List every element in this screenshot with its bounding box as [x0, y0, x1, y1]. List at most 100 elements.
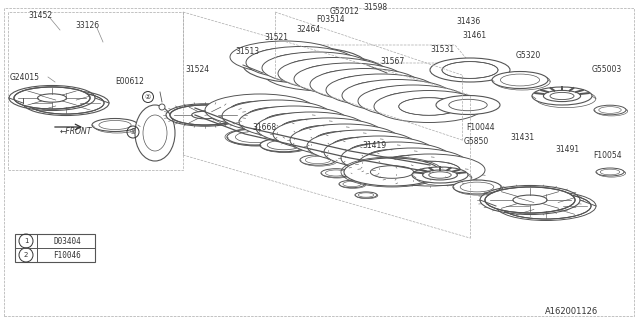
Ellipse shape: [290, 124, 400, 156]
Ellipse shape: [356, 192, 378, 199]
Ellipse shape: [170, 105, 240, 125]
Ellipse shape: [281, 119, 341, 137]
Ellipse shape: [92, 118, 138, 132]
Ellipse shape: [255, 48, 316, 66]
Ellipse shape: [239, 106, 349, 138]
Ellipse shape: [94, 120, 140, 133]
Ellipse shape: [298, 125, 358, 143]
Ellipse shape: [205, 94, 315, 126]
Ellipse shape: [349, 143, 409, 161]
Ellipse shape: [294, 63, 404, 95]
Ellipse shape: [135, 105, 175, 161]
Ellipse shape: [543, 91, 580, 101]
Ellipse shape: [529, 201, 563, 211]
Ellipse shape: [400, 161, 460, 179]
Text: 31531: 31531: [430, 45, 454, 54]
Ellipse shape: [355, 192, 377, 198]
Ellipse shape: [449, 99, 487, 111]
Circle shape: [159, 104, 165, 110]
Text: ←FRONT: ←FRONT: [60, 127, 92, 137]
Ellipse shape: [332, 137, 392, 155]
Ellipse shape: [228, 130, 285, 146]
Ellipse shape: [14, 87, 90, 109]
Ellipse shape: [247, 107, 307, 125]
Ellipse shape: [310, 68, 420, 100]
Text: 31452: 31452: [28, 11, 52, 20]
Ellipse shape: [52, 99, 81, 107]
Ellipse shape: [442, 61, 498, 78]
Ellipse shape: [321, 169, 351, 177]
Bar: [15, 234, 95, 262]
Ellipse shape: [230, 101, 291, 119]
Ellipse shape: [243, 47, 367, 83]
Ellipse shape: [227, 129, 283, 145]
Ellipse shape: [28, 92, 104, 114]
Ellipse shape: [367, 87, 428, 104]
Ellipse shape: [492, 71, 548, 89]
Ellipse shape: [303, 65, 364, 82]
Ellipse shape: [399, 98, 460, 115]
Text: 32464: 32464: [296, 26, 320, 35]
Ellipse shape: [271, 54, 332, 71]
Text: F10054: F10054: [593, 150, 621, 159]
Text: E00612: E00612: [115, 77, 144, 86]
Ellipse shape: [550, 92, 574, 100]
Text: F10046: F10046: [53, 251, 81, 260]
Ellipse shape: [485, 187, 575, 213]
Ellipse shape: [344, 158, 440, 186]
Ellipse shape: [453, 180, 501, 194]
Ellipse shape: [257, 51, 353, 79]
Ellipse shape: [261, 139, 309, 153]
Ellipse shape: [322, 170, 352, 178]
Ellipse shape: [326, 74, 436, 106]
Ellipse shape: [301, 156, 337, 166]
Ellipse shape: [300, 155, 336, 165]
Ellipse shape: [38, 94, 67, 102]
Text: ①: ①: [130, 129, 136, 135]
Text: 31513: 31513: [235, 47, 259, 57]
Text: A162001126: A162001126: [545, 308, 598, 316]
Ellipse shape: [365, 149, 426, 167]
Ellipse shape: [494, 73, 550, 90]
Text: G5850: G5850: [464, 138, 489, 147]
Text: F10044: F10044: [466, 124, 495, 132]
Ellipse shape: [351, 81, 412, 99]
Ellipse shape: [341, 142, 451, 174]
Text: 2: 2: [24, 252, 28, 258]
Ellipse shape: [501, 193, 591, 219]
Ellipse shape: [230, 41, 340, 73]
Text: D03404: D03404: [53, 236, 81, 245]
Ellipse shape: [375, 154, 485, 186]
Ellipse shape: [374, 91, 484, 123]
Ellipse shape: [412, 167, 468, 183]
Ellipse shape: [278, 58, 388, 90]
Ellipse shape: [340, 181, 366, 188]
Text: 31419: 31419: [362, 140, 386, 149]
Ellipse shape: [339, 180, 365, 188]
Ellipse shape: [264, 113, 324, 131]
Ellipse shape: [192, 111, 218, 119]
Text: 31524: 31524: [185, 66, 209, 75]
Ellipse shape: [598, 169, 626, 177]
Ellipse shape: [454, 181, 502, 195]
Text: 33126: 33126: [75, 20, 99, 29]
Ellipse shape: [287, 59, 348, 77]
Text: G5320: G5320: [516, 51, 541, 60]
Ellipse shape: [383, 155, 444, 173]
Text: 31431: 31431: [510, 133, 534, 142]
Ellipse shape: [335, 76, 396, 93]
Text: ②: ②: [145, 94, 151, 100]
Ellipse shape: [358, 148, 468, 180]
Ellipse shape: [594, 105, 626, 115]
Text: G52012: G52012: [330, 7, 360, 17]
Ellipse shape: [430, 58, 510, 82]
Ellipse shape: [532, 87, 592, 105]
Ellipse shape: [246, 46, 356, 78]
Ellipse shape: [319, 70, 380, 88]
Ellipse shape: [307, 130, 417, 162]
Ellipse shape: [358, 85, 468, 117]
Text: 31521: 31521: [264, 34, 288, 43]
Ellipse shape: [436, 95, 500, 115]
Ellipse shape: [371, 166, 413, 178]
Text: 31436: 31436: [456, 18, 480, 27]
